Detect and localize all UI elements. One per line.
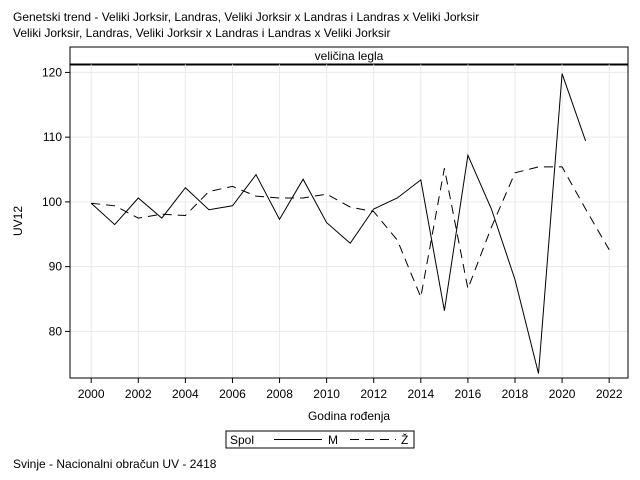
x-tick-label: 2014 — [407, 387, 434, 401]
footnote: Svinje - Nacionalni obračun UV - 2418 — [13, 457, 217, 471]
y-tick-label: 80 — [49, 324, 63, 338]
legend-label-z: Ž — [401, 432, 408, 447]
x-tick-label: 2018 — [502, 387, 529, 401]
x-axis-label: Godina rođenja — [308, 409, 390, 423]
y-tick-label: 100 — [42, 195, 62, 209]
chart-title-line-1: Genetski trend - Veliki Jorksir, Landras… — [13, 10, 480, 24]
x-tick-label: 2000 — [78, 387, 105, 401]
y-axis-label: UV12 — [11, 206, 25, 236]
y-tick-label: 110 — [43, 130, 62, 144]
x-tick-label: 2016 — [455, 387, 482, 401]
series-line-z — [91, 166, 610, 299]
x-tick-label: 2022 — [596, 387, 623, 401]
x-tick-label: 2010 — [313, 387, 340, 401]
grid — [70, 64, 628, 378]
x-tick-label: 2004 — [172, 387, 199, 401]
y-tick-label: 90 — [49, 260, 63, 274]
legend: Spol M Ž — [225, 430, 415, 449]
series-group — [90, 73, 610, 374]
plot-area-frame — [69, 63, 629, 379]
chart-title-line-2: Veliki Jorksir, Landras, Veliki Jorksir … — [13, 26, 391, 40]
y-axis: 80 90 100 110 120 — [42, 65, 70, 338]
x-tick-label: 2008 — [266, 387, 293, 401]
x-tick-label: 2012 — [360, 387, 387, 401]
x-tick-label: 2002 — [125, 387, 152, 401]
x-tick-label: 2020 — [549, 387, 576, 401]
series-line-m — [90, 73, 587, 374]
legend-label-m: M — [328, 433, 338, 447]
y-tick-label: 120 — [42, 65, 62, 79]
legend-title: Spol — [230, 433, 254, 447]
panel-header-label: veličina legla — [315, 49, 384, 63]
x-tick-label: 2006 — [219, 387, 246, 401]
x-axis: 2000 2002 2004 2006 2008 2010 2012 2014 2016 2018… — [78, 378, 623, 401]
